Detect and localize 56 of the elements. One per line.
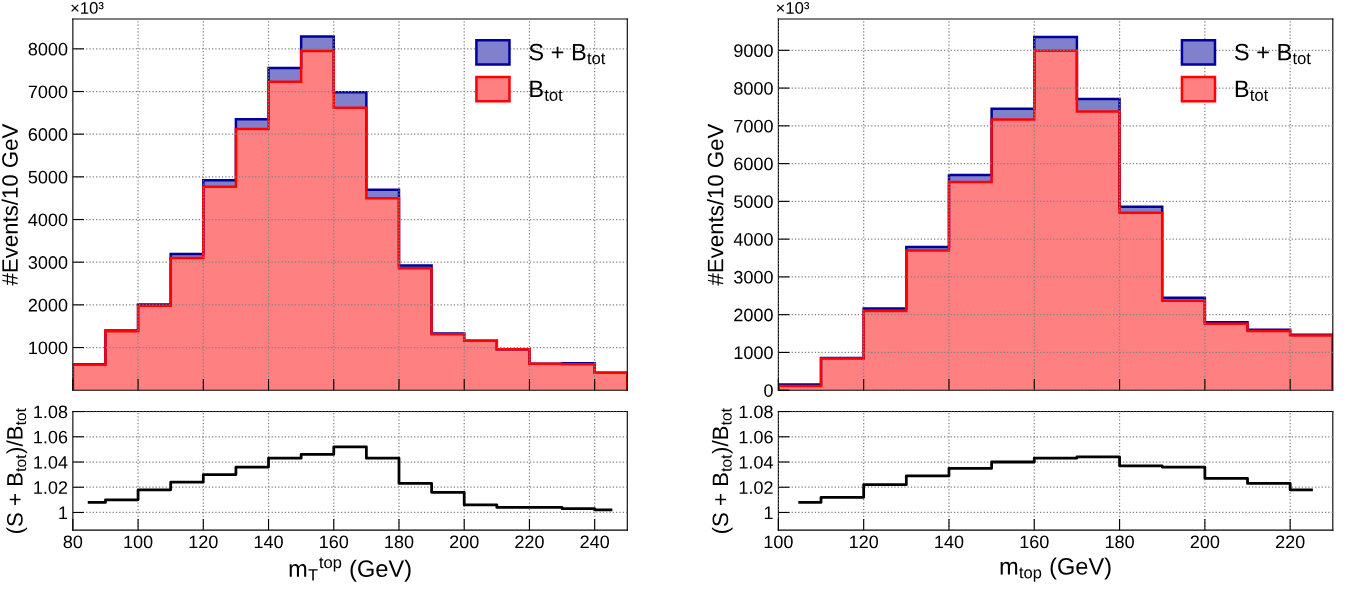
- x-tick-label: 120: [849, 535, 879, 549]
- x-tick-label: 100: [764, 535, 793, 549]
- y-tick-label: 8000: [734, 82, 773, 95]
- y-tick-label: 2000: [734, 308, 773, 322]
- legend-label: S + B$_{tot}$: [529, 43, 606, 65]
- x-tick-label: 200: [1190, 535, 1220, 549]
- y-tick-label: 5000: [28, 170, 68, 184]
- y-tick-label: 9000: [734, 44, 773, 58]
- y-tick-label: 1.04: [739, 455, 773, 469]
- text: ×10³: [776, 2, 810, 14]
- y-tick-label: 5000: [734, 195, 773, 209]
- y-tick-label: 4000: [733, 233, 773, 246]
- y-tick-label: 7000: [734, 119, 773, 133]
- y-tick-label: 0: [764, 384, 773, 397]
- y-tick-label: 1.04: [34, 455, 68, 469]
- x-tick-label: 140: [254, 535, 283, 549]
- y-tick-label: 1.06: [739, 430, 773, 444]
- x-tick-label: 100: [124, 535, 153, 549]
- x-tick-label: 120: [189, 535, 218, 549]
- y-tick-label: 1.02: [34, 481, 68, 494]
- y-tick-label: 1000: [734, 346, 773, 360]
- y-tick-label: 1.08: [739, 405, 773, 419]
- y-tick-label: 1: [764, 506, 773, 520]
- y-tick-label: 6000: [28, 128, 68, 141]
- y-axis-title: (S + B$_{tot}$)/B$_{tot}$: [711, 408, 733, 534]
- y-tick-label: 1.06: [34, 430, 68, 444]
- y-tick-label: 7000: [28, 85, 68, 99]
- y-tick-label: 1: [59, 506, 68, 520]
- y-tick-label: 8000: [28, 42, 68, 56]
- y-axis-title: #Events/10 GeV: [707, 123, 724, 286]
- x-axis-title: m$_{top}$ (GeV): [1000, 557, 1111, 582]
- y-tick-label: 6000: [734, 157, 773, 171]
- legend-label: B$_{tot}$: [530, 80, 563, 101]
- y-axis-title: (S + B$_{tot}$)/B$_{tot}$: [6, 408, 28, 534]
- x-tick-label: 200: [450, 535, 479, 549]
- legend-label: S + B$_{tot}$: [1234, 43, 1311, 65]
- y-tick-label: 1.08: [34, 405, 68, 419]
- y-tick-label: 1000: [29, 341, 68, 355]
- x-tick-label: 160: [1020, 535, 1049, 549]
- x-tick-label: 160: [320, 535, 349, 549]
- y-tick-label: 3000: [734, 270, 773, 284]
- y-tick-label: 4000: [28, 213, 68, 227]
- x-tick-label: 220: [1276, 535, 1305, 549]
- x-tick-label: 220: [515, 535, 544, 549]
- x-axis-title: m$_{T}$$^{top}$ (GeV): [289, 557, 411, 582]
- x-tick-label: 180: [385, 535, 414, 549]
- y-axis-title: #Events/10 GeV: [1, 123, 18, 286]
- y-tick-label: 2000: [28, 298, 68, 312]
- text: ×10³: [71, 2, 104, 14]
- x-tick-label: 240: [580, 535, 610, 549]
- y-tick-label: 1.02: [739, 481, 773, 494]
- x-tick-label: 140: [935, 535, 964, 549]
- x-tick-label: 180: [1105, 535, 1134, 549]
- y-tick-label: 3000: [28, 256, 68, 269]
- x-tick-label: 80: [63, 535, 83, 549]
- legend-label: B$_{tot}$: [1235, 80, 1269, 101]
